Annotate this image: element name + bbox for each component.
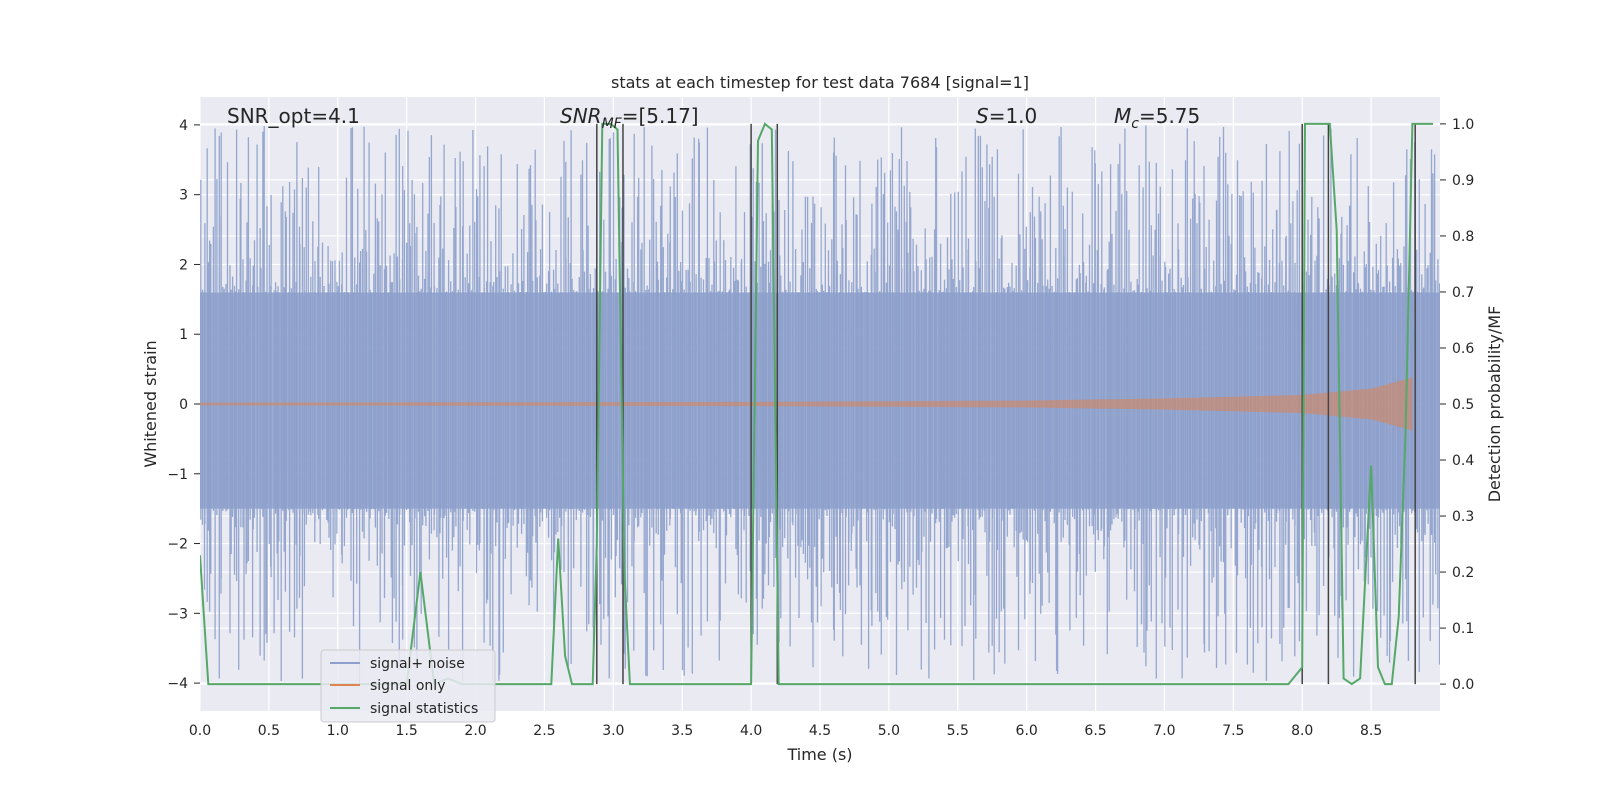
y2-tick-label: 0.8 [1452, 229, 1474, 245]
y2-tick-label: 0.6 [1452, 341, 1474, 357]
annotation-snr-mf: SNRMF=[5.17] [560, 104, 699, 132]
signal-statistics-line [200, 122, 1434, 686]
annotation-mc: Mc=5.75 [1114, 104, 1200, 132]
y-tick-label: 1 [179, 327, 188, 343]
y2-tick-label: 0.1 [1452, 621, 1474, 637]
y2-tick-label: 1.0 [1452, 117, 1474, 133]
y2-axis-label: Detection probability/MF [1485, 306, 1504, 503]
y2-ticks: 1.0 0.9 0.8 0.7 0.6 0.5 0.4 0.3 0.2 0.1 0.0 [1440, 117, 1474, 693]
x-tick-label: 2.0 [464, 723, 486, 739]
y2-tick-label: 0.5 [1452, 397, 1474, 413]
y2-tick-label: 0.4 [1452, 453, 1474, 469]
x-tick-label: 5.5 [947, 723, 969, 739]
x-tick-label: 5.0 [878, 723, 900, 739]
legend-label-signal-only: signal only [370, 678, 445, 694]
legend-label-signal-statistics: signal statistics [370, 701, 478, 717]
x-tick-label: 4.5 [809, 723, 831, 739]
y-ticks: 4 3 2 1 0 −1 −2 −3 −4 [167, 118, 200, 692]
y-tick-label: −3 [167, 606, 188, 622]
x-tick-label: 3.5 [671, 723, 693, 739]
y2-tick-label: 0.2 [1452, 565, 1474, 581]
y2-tick-label: 0.3 [1452, 509, 1474, 525]
annotation-s: S=1.0 [976, 104, 1037, 128]
s-label: S [976, 104, 989, 128]
x-tick-label: 4.0 [740, 723, 762, 739]
y-tick-label: 2 [179, 257, 188, 273]
x-tick-label: 6.5 [1084, 723, 1106, 739]
x-tick-label: 3.0 [602, 723, 624, 739]
y-tick-label: −4 [167, 676, 188, 692]
mc-sub: c [1131, 116, 1139, 132]
x-tick-label: 7.0 [1153, 723, 1175, 739]
mc-main: M [1114, 104, 1131, 128]
y-tick-label: 0 [179, 397, 188, 413]
y-tick-label: 4 [179, 118, 188, 134]
snr-mf-sub: MF [602, 116, 623, 132]
legend-label-signal-noise: signal+ noise [370, 656, 465, 672]
chart-title: stats at each timestep for test data 768… [611, 73, 1029, 92]
x-tick-label: 8.5 [1360, 723, 1382, 739]
snr-mf-main: SNR [560, 104, 602, 128]
x-tick-label: 2.5 [533, 723, 555, 739]
y-tick-label: −1 [167, 467, 188, 483]
x-ticks: 0.0 0.5 1.0 1.5 2.0 2.5 3.0 3.5 4.0 4.5 5.0 5.5 6.0 6… [189, 723, 1382, 739]
y-tick-label: −2 [167, 537, 188, 553]
x-axis-label: Time (s) [786, 745, 852, 764]
y-tick-label: 3 [179, 188, 188, 204]
legend-box [320, 649, 496, 723]
x-tick-label: 0.0 [189, 723, 211, 739]
x-tick-label: 7.5 [1222, 723, 1244, 739]
legend: signal+ noise signal only signal statist… [320, 649, 496, 723]
x-tick-label: 1.0 [327, 723, 349, 739]
annotation-snr-opt: SNR_opt=4.1 [227, 104, 360, 128]
y-axis-label: Whitened strain [141, 340, 160, 467]
series-layer [200, 122, 1440, 686]
x-tick-label: 1.5 [396, 723, 418, 739]
y2-tick-label: 0.7 [1452, 285, 1474, 301]
x-tick-label: 8.0 [1291, 723, 1313, 739]
x-tick-label: 6.0 [1016, 723, 1038, 739]
x-tick-label: 0.5 [258, 723, 280, 739]
signal-only-line [200, 377, 1413, 431]
s-value: =1.0 [989, 104, 1038, 128]
mc-value: =5.75 [1139, 104, 1200, 128]
snr-mf-value: =[5.17] [622, 104, 699, 128]
y2-tick-label: 0.9 [1452, 173, 1474, 189]
y2-tick-label: 0.0 [1452, 677, 1474, 693]
